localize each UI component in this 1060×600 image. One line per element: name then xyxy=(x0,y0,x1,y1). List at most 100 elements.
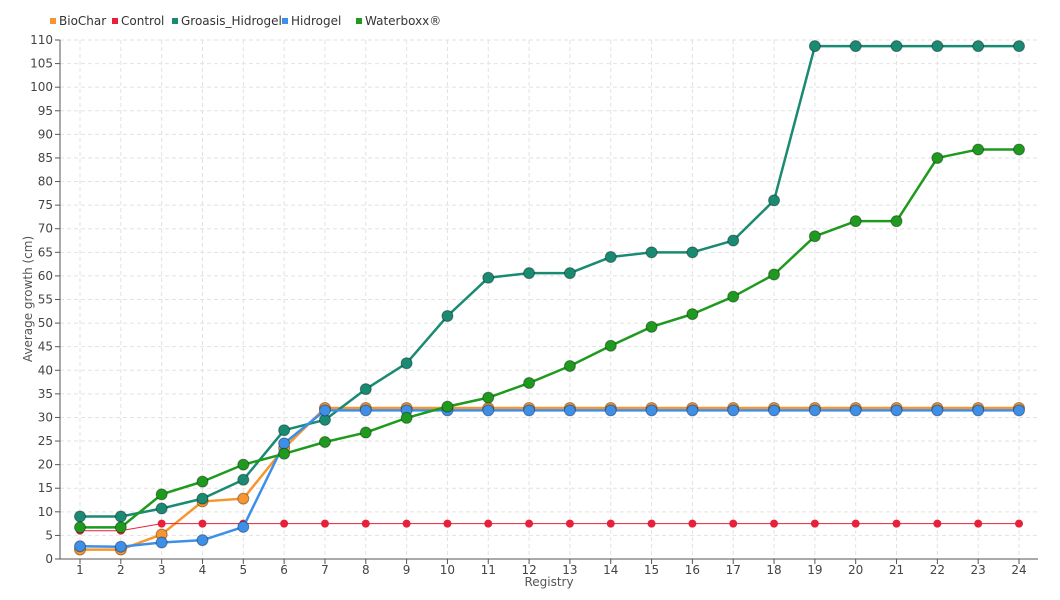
data-point-waterboxx[interactable] xyxy=(1013,143,1025,156)
legend-item-control[interactable]: Control xyxy=(112,14,164,28)
data-point-groasis-hidrogel[interactable] xyxy=(237,473,250,486)
data-point-control[interactable] xyxy=(280,519,289,528)
data-point-groasis-hidrogel[interactable] xyxy=(563,267,576,280)
data-point-groasis-hidrogel[interactable] xyxy=(155,502,168,515)
data-point-control[interactable] xyxy=(688,519,697,528)
data-point-hidrogel[interactable] xyxy=(523,404,536,417)
data-point-waterboxx[interactable] xyxy=(890,215,903,228)
data-point-control[interactable] xyxy=(974,519,983,528)
data-point-groasis-hidrogel[interactable] xyxy=(849,40,862,53)
data-point-waterboxx[interactable] xyxy=(237,458,250,471)
data-point-hidrogel[interactable] xyxy=(196,534,209,547)
data-point-hidrogel[interactable] xyxy=(482,404,495,417)
data-point-groasis-hidrogel[interactable] xyxy=(972,40,985,53)
x-tick-label: 14 xyxy=(603,563,618,577)
data-point-groasis-hidrogel[interactable] xyxy=(808,40,821,53)
data-point-groasis-hidrogel[interactable] xyxy=(686,246,699,259)
data-point-control[interactable] xyxy=(443,519,452,528)
legend-swatch xyxy=(356,18,362,24)
data-point-groasis-hidrogel[interactable] xyxy=(400,357,413,370)
data-point-groasis-hidrogel[interactable] xyxy=(359,383,372,396)
data-point-waterboxx[interactable] xyxy=(686,308,699,321)
data-point-hidrogel[interactable] xyxy=(359,404,372,417)
data-point-hidrogel[interactable] xyxy=(890,404,903,417)
data-point-groasis-hidrogel[interactable] xyxy=(482,271,495,284)
data-point-waterboxx[interactable] xyxy=(196,475,209,488)
data-point-hidrogel[interactable] xyxy=(318,404,331,417)
data-point-groasis-hidrogel[interactable] xyxy=(74,510,86,523)
data-point-waterboxx[interactable] xyxy=(318,435,331,448)
legend-item-groasis-hidrogel[interactable]: Groasis_Hidrogel xyxy=(172,14,282,28)
data-point-control[interactable] xyxy=(565,519,574,528)
data-point-waterboxx[interactable] xyxy=(808,230,821,243)
data-point-waterboxx[interactable] xyxy=(441,400,454,413)
data-point-hidrogel[interactable] xyxy=(727,404,740,417)
legend-item-waterboxx[interactable]: Waterboxx® xyxy=(356,14,441,28)
data-point-control[interactable] xyxy=(484,519,493,528)
data-point-control[interactable] xyxy=(892,519,901,528)
data-point-waterboxx[interactable] xyxy=(768,268,781,281)
legend-item-hidrogel[interactable]: Hidrogel xyxy=(282,14,341,28)
data-point-waterboxx[interactable] xyxy=(74,521,86,534)
data-point-control[interactable] xyxy=(933,519,942,528)
data-point-control[interactable] xyxy=(198,519,207,528)
data-point-hidrogel[interactable] xyxy=(237,520,250,533)
data-point-waterboxx[interactable] xyxy=(359,426,372,439)
data-point-control[interactable] xyxy=(320,519,329,528)
data-point-hidrogel[interactable] xyxy=(808,404,821,417)
data-point-groasis-hidrogel[interactable] xyxy=(645,246,658,259)
data-point-groasis-hidrogel[interactable] xyxy=(278,424,291,437)
data-point-control[interactable] xyxy=(361,519,370,528)
y-tick-label: 40 xyxy=(38,363,53,377)
data-point-waterboxx[interactable] xyxy=(563,360,576,373)
data-point-groasis-hidrogel[interactable] xyxy=(931,40,944,53)
data-point-waterboxx[interactable] xyxy=(645,320,658,333)
data-point-groasis-hidrogel[interactable] xyxy=(196,492,209,505)
series-control xyxy=(76,519,1023,535)
data-point-waterboxx[interactable] xyxy=(114,521,127,534)
data-point-groasis-hidrogel[interactable] xyxy=(890,40,903,53)
data-point-waterboxx[interactable] xyxy=(604,339,617,352)
data-point-hidrogel[interactable] xyxy=(931,404,944,417)
data-point-waterboxx[interactable] xyxy=(155,488,168,501)
data-point-hidrogel[interactable] xyxy=(114,540,127,553)
data-point-hidrogel[interactable] xyxy=(972,404,985,417)
data-point-groasis-hidrogel[interactable] xyxy=(523,267,536,280)
data-point-control[interactable] xyxy=(402,519,411,528)
data-point-hidrogel[interactable] xyxy=(604,404,617,417)
data-point-hidrogel[interactable] xyxy=(563,404,576,417)
data-point-groasis-hidrogel[interactable] xyxy=(768,194,781,207)
data-point-waterboxx[interactable] xyxy=(849,215,862,228)
data-point-control[interactable] xyxy=(1015,519,1023,528)
data-point-waterboxx[interactable] xyxy=(482,391,495,404)
legend-item-biochar[interactable]: BioChar xyxy=(50,14,106,28)
data-point-hidrogel[interactable] xyxy=(768,404,781,417)
data-point-biochar[interactable] xyxy=(237,492,250,505)
data-point-groasis-hidrogel[interactable] xyxy=(1013,40,1025,53)
data-point-control[interactable] xyxy=(525,519,534,528)
data-point-waterboxx[interactable] xyxy=(400,411,413,424)
data-point-groasis-hidrogel[interactable] xyxy=(727,234,740,247)
data-point-control[interactable] xyxy=(770,519,779,528)
data-point-hidrogel[interactable] xyxy=(686,404,699,417)
data-point-control[interactable] xyxy=(810,519,819,528)
data-point-waterboxx[interactable] xyxy=(931,151,944,164)
data-point-waterboxx[interactable] xyxy=(972,143,985,156)
data-point-groasis-hidrogel[interactable] xyxy=(441,310,454,323)
data-point-control[interactable] xyxy=(157,519,166,528)
data-point-groasis-hidrogel[interactable] xyxy=(114,510,127,523)
data-point-hidrogel[interactable] xyxy=(74,540,86,553)
data-point-waterboxx[interactable] xyxy=(727,290,740,303)
data-point-control[interactable] xyxy=(606,519,615,528)
data-point-groasis-hidrogel[interactable] xyxy=(604,251,617,264)
data-point-hidrogel[interactable] xyxy=(645,404,658,417)
data-point-waterboxx[interactable] xyxy=(278,447,291,460)
data-point-waterboxx[interactable] xyxy=(523,377,536,390)
data-point-hidrogel[interactable] xyxy=(278,437,291,450)
data-point-hidrogel[interactable] xyxy=(849,404,862,417)
data-point-control[interactable] xyxy=(729,519,738,528)
data-point-control[interactable] xyxy=(647,519,656,528)
data-point-control[interactable] xyxy=(851,519,860,528)
data-point-hidrogel[interactable] xyxy=(155,536,168,549)
data-point-hidrogel[interactable] xyxy=(1013,404,1025,417)
